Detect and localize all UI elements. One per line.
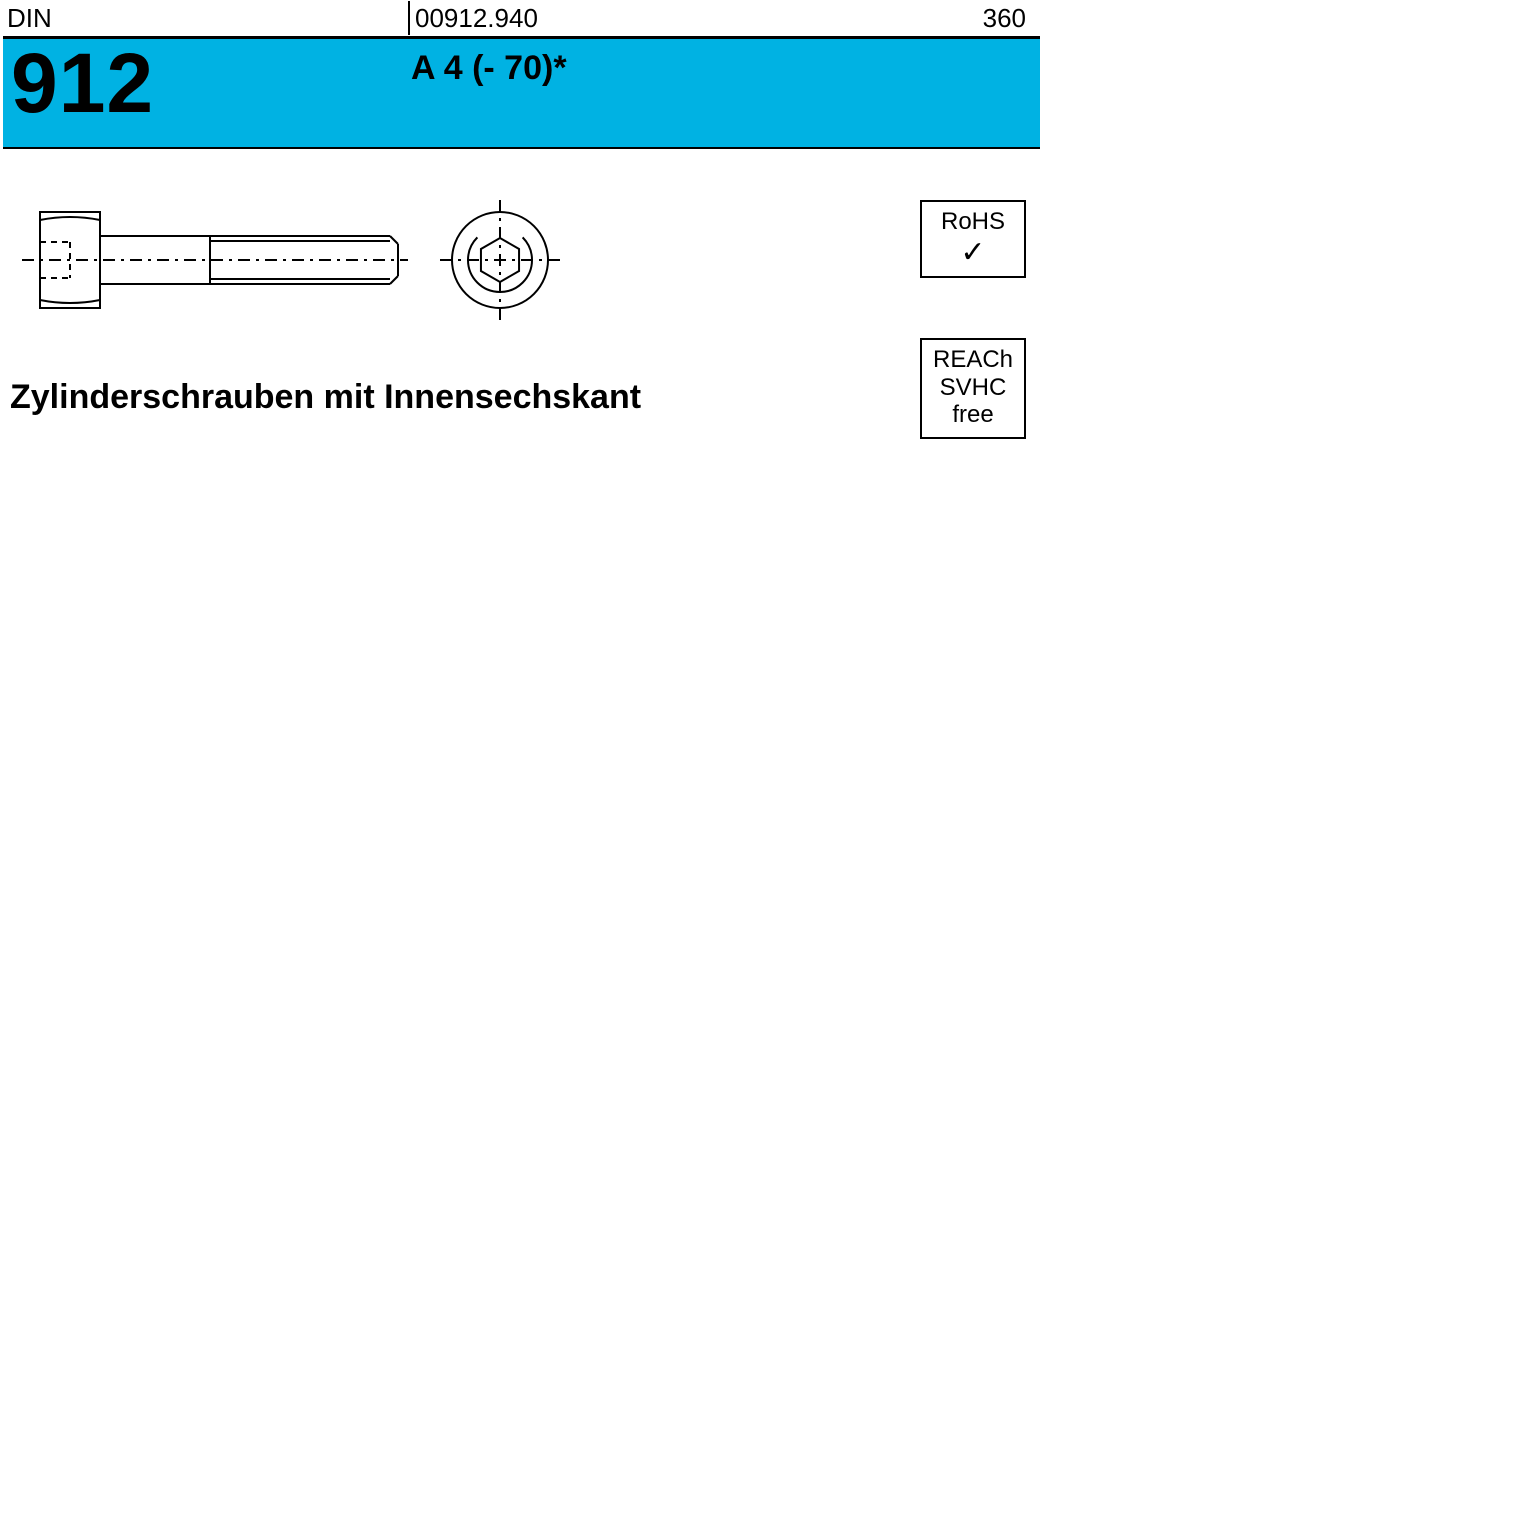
- datasheet-card: DIN 00912.940 360 912 A 4 (- 70)* Zylind…: [0, 0, 1040, 1040]
- screw-drawing-svg: [10, 200, 610, 330]
- standard-band: 912 A 4 (- 70)*: [3, 36, 1040, 149]
- reach-line2: SVHC: [926, 374, 1020, 402]
- header-separator: [408, 1, 410, 35]
- technical-drawing: [10, 200, 610, 330]
- reach-line3: free: [926, 401, 1020, 429]
- material-spec: A 4 (- 70)*: [411, 49, 567, 88]
- reach-badge: REACh SVHC free: [920, 338, 1026, 439]
- header-article-no: 00912.940: [415, 3, 538, 34]
- header-row: DIN 00912.940 360: [3, 0, 1040, 36]
- rohs-badge: RoHS ✓: [920, 200, 1026, 278]
- standard-number: 912: [11, 41, 154, 125]
- reach-line1: REACh: [926, 346, 1020, 374]
- header-standard: DIN: [3, 3, 52, 34]
- header-right-value: 360: [983, 3, 1026, 34]
- rohs-label: RoHS: [926, 208, 1020, 236]
- product-title: Zylinderschrauben mit Innensechskant: [10, 378, 641, 417]
- check-icon: ✓: [926, 238, 1020, 268]
